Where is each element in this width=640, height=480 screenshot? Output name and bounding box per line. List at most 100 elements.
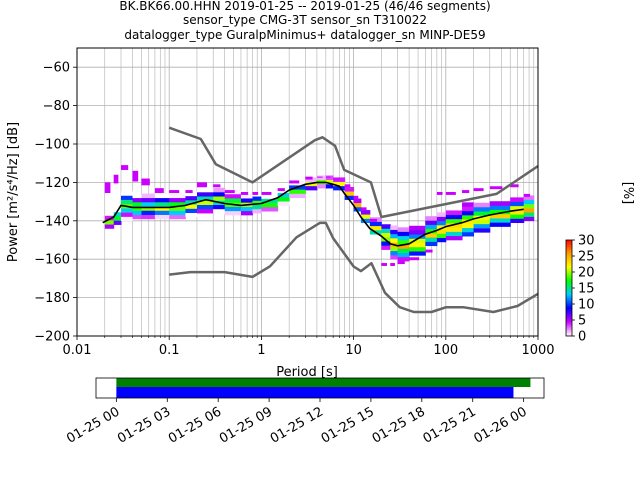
density-cell-sparse: [333, 178, 341, 180]
density-cell-sparse: [316, 176, 323, 178]
density-cell: [409, 242, 426, 248]
density-cell: [445, 231, 463, 237]
colorbar-segment: [566, 262, 572, 265]
colorbar-segment: [566, 268, 572, 271]
density-cell-sparse: [224, 190, 235, 193]
colorbar-segment: [566, 256, 572, 258]
density-cell: [104, 224, 115, 229]
density-cell: [473, 202, 491, 208]
colorbar-tick-label: 10: [578, 298, 595, 313]
colorbar-segment: [566, 275, 572, 278]
density-cell: [397, 252, 410, 258]
density-cell: [261, 202, 279, 208]
colorbar-segment: [566, 267, 572, 270]
colorbar-segment: [566, 246, 572, 249]
density-cell: [523, 203, 535, 209]
density-cell: [462, 227, 475, 233]
density-cell: [353, 206, 362, 212]
colorbar-tick-label: 15: [578, 282, 595, 297]
density-cell: [132, 206, 142, 211]
density-cell: [120, 191, 134, 196]
density-cell: [169, 210, 186, 215]
colorbar-segment: [566, 248, 572, 250]
density-cell: [224, 198, 242, 203]
colorbar-segment: [566, 292, 572, 295]
density-cell-sparse: [353, 195, 359, 199]
y-tick-label: −120: [34, 176, 70, 191]
density-cell: [154, 201, 170, 207]
density-cell: [261, 194, 279, 199]
y-tick-label: −140: [34, 214, 70, 229]
chart-title: BK.BK66.00.HHN 2019-01-25 -- 2019-01-25 …: [119, 0, 490, 42]
colorbar-segment: [566, 276, 572, 279]
density-cell: [473, 206, 491, 212]
density-cell: [213, 196, 226, 201]
x-tick-label: 100: [433, 343, 458, 358]
density-cell: [277, 196, 290, 202]
y-tick-label: −180: [34, 291, 70, 306]
density-cell: [445, 227, 463, 232]
density-cell: [120, 212, 134, 217]
coverage-bar-data: [116, 387, 514, 398]
colorbar-segment: [566, 308, 572, 311]
x-tick-label: 0.01: [63, 343, 92, 358]
density-cell: [113, 211, 122, 217]
density-cell: [132, 201, 142, 207]
density-cell-sparse: [196, 182, 207, 188]
colorbar-segment: [566, 321, 572, 324]
density-cell-sparse: [390, 263, 395, 266]
density-cell: [353, 202, 362, 208]
density-cell-sparse: [489, 186, 503, 190]
density-cell: [369, 225, 382, 231]
density-cell: [473, 219, 491, 225]
density-cell: [169, 197, 186, 203]
title-line-station: BK.BK66.00.HHN 2019-01-25 -- 2019-01-25 …: [119, 0, 490, 13]
density-cell: [154, 197, 170, 203]
density-cell-sparse: [369, 218, 378, 222]
noise-models: [168, 126, 539, 314]
y-tick-label: −100: [34, 138, 70, 153]
density-cell: [185, 212, 198, 218]
colorbar-segment: [566, 304, 572, 306]
density-cell: [462, 223, 475, 229]
density-cell-sparse: [154, 188, 164, 193]
density-cell: [397, 227, 410, 232]
density-cell: [523, 216, 535, 222]
density-cell: [489, 209, 511, 215]
plot-frame: [76, 47, 539, 337]
colorbar-segment: [566, 278, 572, 281]
density-cell: [510, 218, 525, 224]
density-cell: [104, 215, 115, 221]
coverage-tick-label: 01-25 06: [166, 404, 224, 446]
y-tick-label: −160: [34, 253, 70, 268]
density-cell: [425, 216, 438, 221]
density-cell: [425, 237, 438, 242]
density-cell: [436, 216, 447, 222]
density-cell: [213, 208, 226, 214]
density-cell: [289, 189, 306, 194]
density-cell-sparse: [277, 188, 285, 192]
density-cell: [390, 246, 399, 252]
colorbar-segment: [566, 313, 572, 316]
density-cell: [381, 228, 391, 234]
density-cell-sparse: [409, 257, 420, 261]
density-cell: [141, 206, 156, 211]
density-cell: [510, 205, 525, 211]
colorbar-tick-label: 25: [578, 250, 595, 265]
colorbar-segment: [566, 324, 572, 327]
colorbar-segment: [566, 332, 572, 335]
x-tick-label: 10: [345, 343, 362, 358]
colorbar-segment: [566, 297, 572, 300]
colorbar-segment: [566, 302, 572, 305]
coverage-tick-label: 01-26 00: [472, 404, 530, 446]
density-cell: [213, 187, 226, 193]
density-cell: [154, 214, 170, 220]
y-tick-label: −200: [34, 330, 70, 345]
colorbar-segment: [566, 300, 572, 303]
colorbar-segment: [566, 331, 572, 334]
density-cell: [325, 175, 334, 181]
density-cell: [445, 210, 463, 215]
colorbar-segment: [566, 305, 572, 308]
coverage-tick-label: 01-25 00: [64, 404, 122, 446]
